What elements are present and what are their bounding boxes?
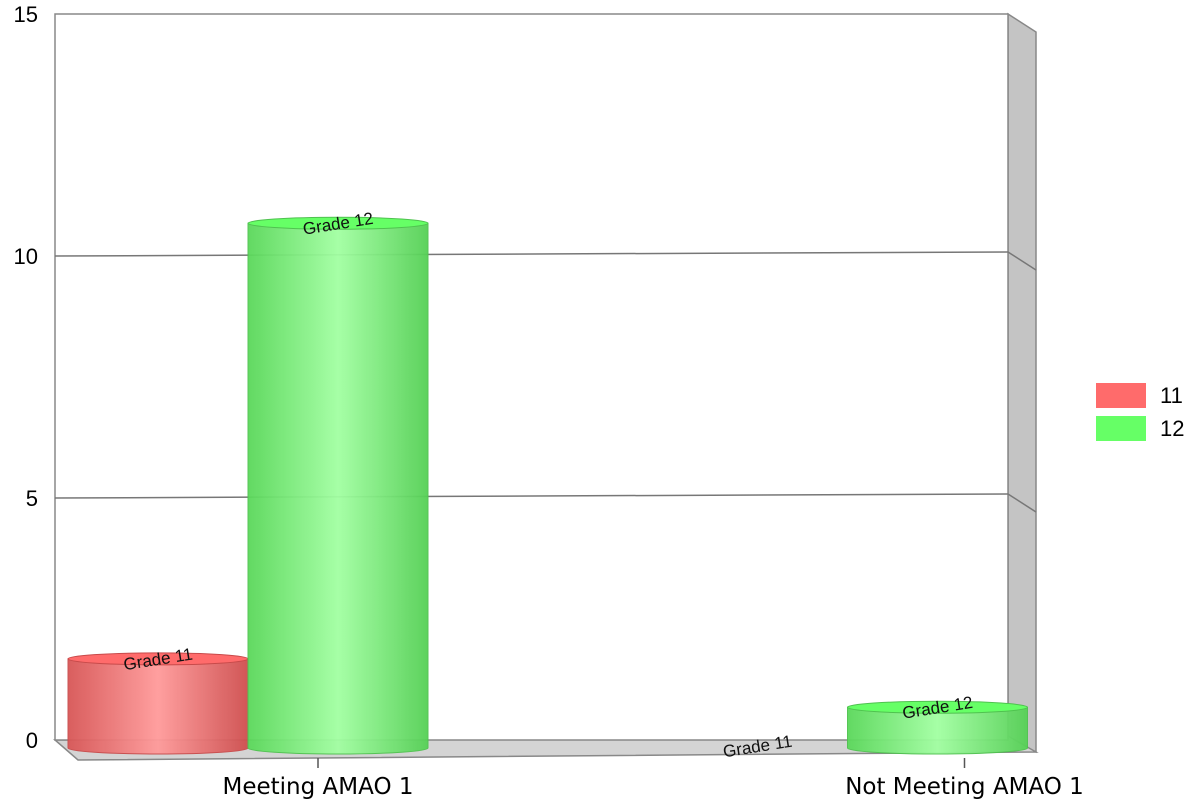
gridline bbox=[54, 493, 1009, 499]
legend-swatch-11 bbox=[1096, 383, 1146, 408]
bar-top-12-0 bbox=[247, 216, 429, 230]
legend-label-12: 12 bbox=[1160, 415, 1185, 441]
bar-12-1 bbox=[847, 706, 1028, 755]
y-tick-label: 5 bbox=[26, 486, 38, 511]
bars bbox=[67, 216, 1028, 755]
y-tick-label: 10 bbox=[14, 244, 38, 269]
x-category-label: Meeting AMAO 1 bbox=[223, 774, 414, 800]
legend-item-12: 12 bbox=[1096, 412, 1184, 445]
legend-label-11: 11 bbox=[1160, 382, 1183, 408]
y-tick-label: 0 bbox=[26, 728, 38, 753]
y-axis-ticks: 0 5 10 15 bbox=[14, 2, 38, 753]
gridlines bbox=[54, 251, 1037, 513]
gridline-side bbox=[1007, 251, 1037, 271]
legend-swatch-12 bbox=[1096, 416, 1146, 441]
legend: 11 12 bbox=[1096, 379, 1184, 445]
bar-12-0 bbox=[247, 222, 429, 755]
gridline bbox=[54, 251, 1009, 257]
x-category-label: Not Meeting AMAO 1 bbox=[845, 774, 1084, 800]
bar-11-0 bbox=[67, 658, 249, 755]
gridline-side bbox=[1007, 493, 1037, 513]
bar-top-12-1 bbox=[847, 700, 1028, 714]
side-wall bbox=[1007, 12, 1037, 754]
plot-back-wall bbox=[54, 13, 1009, 741]
y-tick-label: 15 bbox=[14, 2, 38, 27]
legend-item-11: 11 bbox=[1096, 379, 1184, 412]
x-axis-categories: Meeting AMAO 1 Not Meeting AMAO 1 bbox=[223, 758, 1084, 800]
